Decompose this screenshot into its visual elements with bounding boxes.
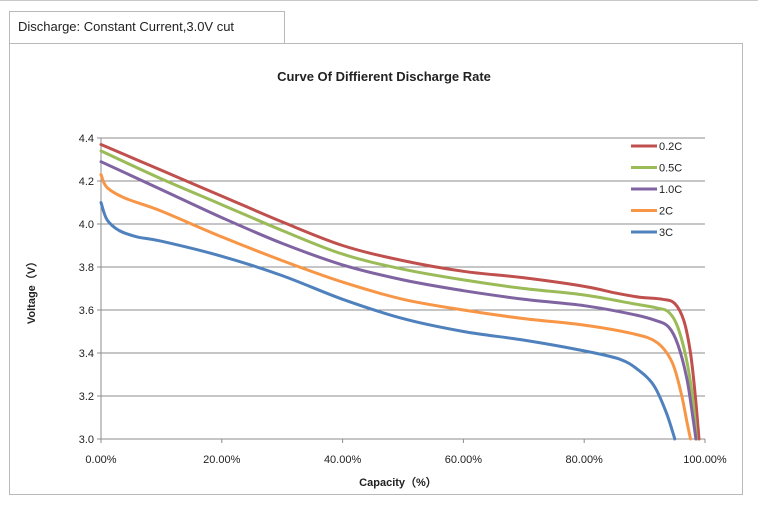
x-tick-label: 0.00%	[85, 454, 116, 466]
y-tick-label: 4.2	[79, 176, 94, 188]
y-tick-labels: 3.0 3.2 3.4 3.6 3.8 4.0 4.2 4.4	[79, 133, 94, 446]
axes	[97, 137, 706, 443]
y-tick-label: 3.0	[79, 434, 94, 446]
x-tick-labels: 0.00% 20.00% 40.00% 60.00% 80.00% 100.00%	[85, 454, 727, 466]
legend-label: 0.2C	[659, 141, 682, 153]
series-line-3C	[99, 201, 677, 441]
series-line-1-0C	[99, 160, 698, 441]
discharge-tab-label: Discharge: Constant Current,3.0V cut	[18, 19, 235, 34]
legend-label: 1.0C	[659, 184, 682, 196]
y-tick-label: 3.6	[79, 305, 94, 317]
y-axis-label: Voltage（V）	[25, 256, 38, 324]
discharge-tab[interactable]: Discharge: Constant Current,3.0V cut	[9, 11, 285, 44]
y-tick-label: 3.8	[79, 262, 94, 274]
series-lines	[99, 143, 701, 441]
x-tick-label: 40.00%	[324, 454, 362, 466]
x-tick-label: 60.00%	[445, 454, 483, 466]
y-tick-label: 4.0	[79, 219, 94, 231]
chart-title: Curve Of Diffierent Discharge Rate	[277, 69, 491, 84]
x-tick-label: 80.00%	[566, 454, 604, 466]
legend: 0.2C 0.5C 1.0C 2C 3C	[631, 141, 682, 239]
legend-label: 0.5C	[659, 163, 682, 175]
top-divider	[0, 0, 758, 1]
x-tick-label: 20.00%	[203, 454, 241, 466]
y-tick-label: 3.2	[79, 391, 94, 403]
y-tick-label: 3.4	[79, 348, 94, 360]
chart-frame	[9, 43, 743, 495]
series-line-0-5C	[99, 149, 698, 441]
legend-label: 3C	[659, 227, 673, 239]
x-axis-label: Capacity（%）	[359, 476, 437, 489]
y-tick-label: 4.4	[79, 133, 94, 145]
series-line-0-2C	[99, 143, 701, 441]
series-line-2C	[99, 173, 692, 441]
x-tick-label: 100.00%	[683, 454, 727, 466]
legend-label: 2C	[659, 206, 673, 218]
